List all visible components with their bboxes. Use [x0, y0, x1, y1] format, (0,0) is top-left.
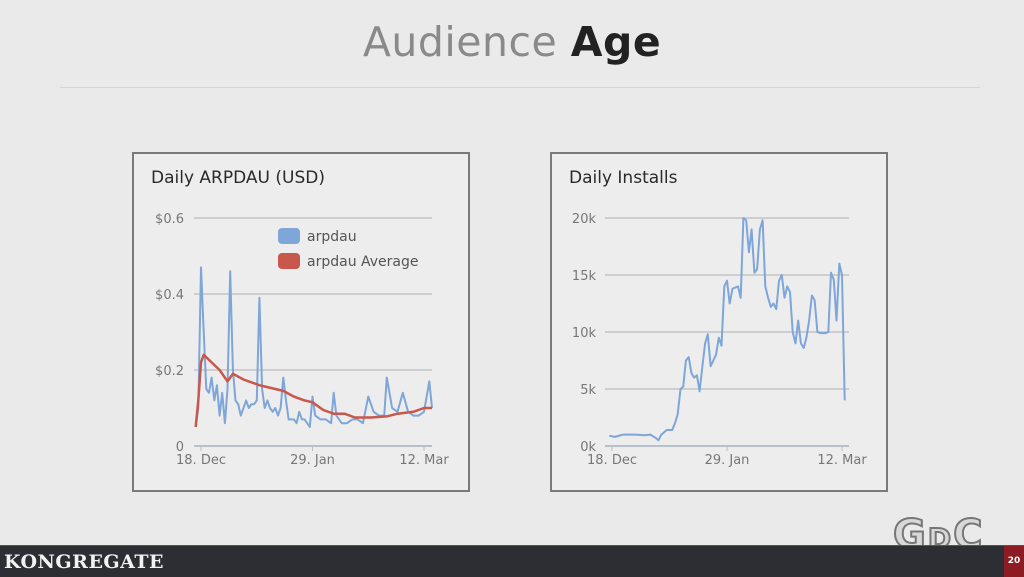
- y-tick-label: 15k: [572, 269, 597, 284]
- x-tick-label: 12. Mar: [817, 453, 867, 468]
- legend-swatch: [278, 253, 300, 269]
- slide-title-light: Audience: [362, 18, 558, 66]
- installs-chart: 0k 5k 10k 15k 20k 18. Dec 29. Jan 12. Mar: [572, 212, 867, 468]
- x-tick-label: 12. Mar: [399, 453, 449, 468]
- arpdau-chart-card: 0 $0.2 $0.4 $0.6 18. Dec 29. Jan 12. Mar arpdau…: [132, 152, 470, 492]
- x-tick-label: 29. Jan: [705, 453, 750, 468]
- y-tick-label: 20k: [572, 212, 597, 227]
- installs-chart-card: 0k 5k 10k 15k 20k 18. Dec 29. Jan 12. Mar Daily…: [550, 152, 888, 492]
- series-line-installs: [609, 217, 846, 442]
- y-tick-label: 0k: [580, 440, 596, 455]
- series-line-arpdau: [194, 266, 433, 428]
- slide-title: Audience Age: [0, 18, 1024, 66]
- arpdau-chart: 0 $0.2 $0.4 $0.6 18. Dec 29. Jan 12. Mar arpdau…: [155, 212, 449, 468]
- y-tick-label: $0.2: [155, 364, 184, 379]
- chart-title: Daily ARPDAU (USD): [151, 168, 325, 188]
- slide-title-bold: Age: [570, 18, 662, 66]
- chart-title: Daily Installs: [569, 168, 678, 188]
- page-number: 20: [1004, 546, 1024, 577]
- y-tick-label: $0.4: [155, 288, 184, 303]
- legend-swatch: [278, 228, 300, 244]
- footer-bar: KONGREGATE 20: [0, 545, 1024, 577]
- legend-label: arpdau Average: [307, 254, 419, 270]
- y-tick-label: $0.6: [155, 212, 184, 227]
- title-divider: [60, 87, 980, 88]
- y-tick-label: 10k: [572, 326, 597, 341]
- series-line-arpdau-average: [194, 353, 432, 428]
- y-tick-label: 5k: [580, 383, 596, 398]
- kongregate-brand: KONGREGATE: [4, 551, 164, 573]
- legend-label: arpdau: [307, 229, 357, 245]
- y-tick-label: 0: [176, 440, 184, 455]
- x-tick-label: 18. Dec: [587, 453, 637, 468]
- x-tick-label: 18. Dec: [176, 453, 226, 468]
- x-tick-label: 29. Jan: [290, 453, 335, 468]
